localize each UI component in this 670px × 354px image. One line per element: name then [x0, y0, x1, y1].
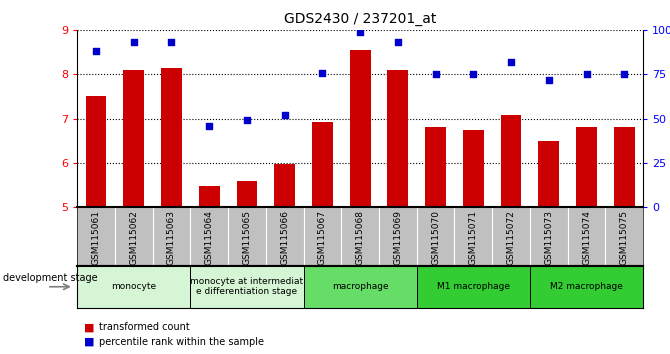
Bar: [576, 126, 597, 207]
Bar: [350, 50, 371, 207]
Point: [468, 72, 478, 77]
Text: GSM115063: GSM115063: [167, 210, 176, 265]
Text: M1 macrophage: M1 macrophage: [437, 282, 510, 291]
Text: GSM115068: GSM115068: [356, 210, 364, 265]
Text: GSM115069: GSM115069: [393, 210, 403, 265]
Bar: [539, 141, 559, 207]
Point: [128, 40, 139, 45]
Bar: [274, 164, 295, 207]
Point: [619, 72, 630, 77]
Text: development stage: development stage: [3, 273, 98, 283]
Point: [506, 59, 517, 65]
Text: GSM115066: GSM115066: [280, 210, 289, 265]
Point: [279, 112, 290, 118]
Point: [543, 77, 554, 82]
Bar: [77, 266, 190, 308]
Text: ■: ■: [84, 337, 94, 347]
Bar: [123, 70, 144, 207]
Point: [430, 72, 441, 77]
Point: [204, 123, 214, 129]
Text: transformed count: transformed count: [99, 322, 190, 332]
Bar: [530, 266, 643, 308]
Bar: [387, 70, 408, 207]
Point: [393, 40, 403, 45]
Text: percentile rank within the sample: percentile rank within the sample: [99, 337, 264, 347]
Text: GSM115070: GSM115070: [431, 210, 440, 265]
Bar: [500, 115, 521, 207]
Bar: [463, 130, 484, 207]
Bar: [190, 266, 304, 308]
Point: [581, 72, 592, 77]
Text: monocyte at intermediat
e differentiation stage: monocyte at intermediat e differentiatio…: [190, 277, 304, 296]
Point: [355, 29, 366, 35]
Text: GSM115064: GSM115064: [204, 210, 214, 265]
Text: GSM115071: GSM115071: [469, 210, 478, 265]
Text: ■: ■: [84, 322, 94, 332]
Bar: [425, 126, 446, 207]
Point: [317, 70, 328, 75]
Text: macrophage: macrophage: [332, 282, 389, 291]
Bar: [237, 181, 257, 207]
Title: GDS2430 / 237201_at: GDS2430 / 237201_at: [284, 12, 436, 26]
Point: [241, 118, 252, 123]
Text: GSM115065: GSM115065: [243, 210, 251, 265]
Bar: [614, 126, 634, 207]
Bar: [304, 266, 417, 308]
Bar: [312, 122, 333, 207]
Text: GSM115061: GSM115061: [91, 210, 100, 265]
Text: GSM115072: GSM115072: [507, 210, 516, 265]
Text: GSM115067: GSM115067: [318, 210, 327, 265]
Bar: [199, 186, 220, 207]
Bar: [417, 266, 530, 308]
Bar: [86, 96, 107, 207]
Bar: [161, 68, 182, 207]
Text: M2 macrophage: M2 macrophage: [550, 282, 623, 291]
Text: GSM115073: GSM115073: [544, 210, 553, 265]
Text: GSM115062: GSM115062: [129, 210, 138, 265]
Point: [90, 48, 101, 54]
Text: monocyte: monocyte: [111, 282, 156, 291]
Text: GSM115075: GSM115075: [620, 210, 629, 265]
Point: [166, 40, 177, 45]
Text: GSM115074: GSM115074: [582, 210, 591, 265]
